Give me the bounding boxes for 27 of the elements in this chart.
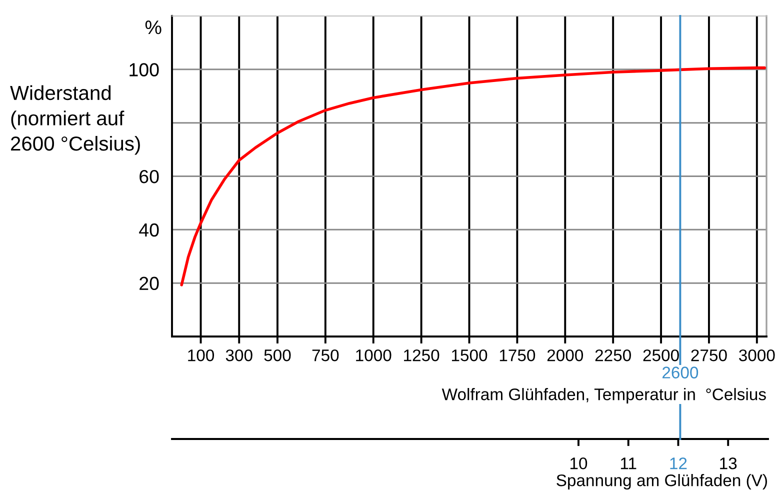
y-tick-label: 100 [130,63,159,76]
y-axis-title: Widerstand (normiert auf 2600 °Celsius) [10,85,140,155]
x-tick-label: 1000 [356,349,392,362]
y-tick-label: 60 [140,170,159,184]
x-tick-label: 2750 [691,349,727,362]
x-tick-label: 1750 [500,349,536,362]
x-tick-label: 2000 [547,349,584,362]
x-tick-label: 3000 [739,349,775,362]
ref-line-label: 2600 [662,366,698,378]
text: % [145,20,162,34]
x2-tick-label: 12 [670,457,687,470]
x-tick-label: 100 [188,349,214,362]
y-tick-label: 40 [139,223,159,237]
x-tick-label: 500 [264,349,291,362]
x2-tick-label: 11 [620,458,636,470]
x-axis-title: Wolfram Glühfaden, Temperatur in °Celsius [442,388,766,404]
x2-tick-label: 13 [720,457,737,470]
x-tick-label: 1500 [452,349,488,362]
x-tick-label: 750 [312,349,339,362]
x-tick-label: 1250 [404,349,440,362]
x-tick-label: 300 [226,349,252,362]
y-tick-label: 20 [140,276,159,290]
line-series [180,66,766,286]
x2-axis-title: Spannung am Glühfaden (V) [556,474,767,490]
x-tick-label: 2250 [595,349,631,362]
x2-tick-label: 10 [570,457,588,470]
x-tick-label: 2500 [643,349,679,362]
